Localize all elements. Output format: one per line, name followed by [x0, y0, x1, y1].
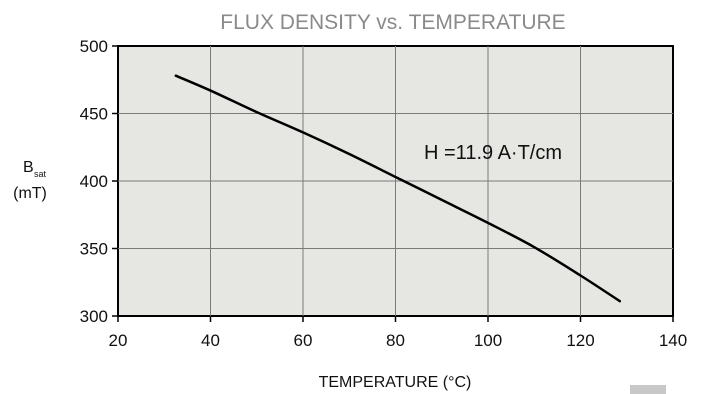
- x-tick-label: 100: [474, 331, 502, 350]
- y-axis-label-subscript: sat: [34, 169, 47, 179]
- axis-ticks: 20 40 60 80 100 120 140 300 350 400 450 500: [80, 37, 688, 350]
- x-axis-label: TEMPERATURE (°C): [319, 374, 472, 391]
- x-tick-label: 40: [201, 331, 220, 350]
- series-line-0: [174, 74, 622, 303]
- y-tick-label: 300: [80, 307, 108, 326]
- x-tick-label: 60: [294, 331, 313, 350]
- x-tick-label: 140: [659, 331, 687, 350]
- y-tick-label: 400: [80, 172, 108, 191]
- y-axis-label-unit: (mT): [13, 185, 47, 202]
- y-tick-label: 500: [80, 37, 108, 56]
- y-axis-label: B sat (mT): [13, 159, 47, 202]
- series-layer: [174, 74, 622, 303]
- y-axis-label-symbol: B: [23, 159, 34, 176]
- x-tick-label: 120: [566, 331, 594, 350]
- chart-title: FLUX DENSITY vs. TEMPERATURE: [220, 11, 565, 34]
- x-tick-label: 20: [109, 331, 128, 350]
- corner-mark: [630, 385, 666, 394]
- field-strength-annotation: H =11.9 A·T/cm: [424, 142, 562, 164]
- y-tick-label: 350: [80, 240, 108, 259]
- y-tick-label: 450: [80, 105, 108, 124]
- x-tick-label: 80: [386, 331, 405, 350]
